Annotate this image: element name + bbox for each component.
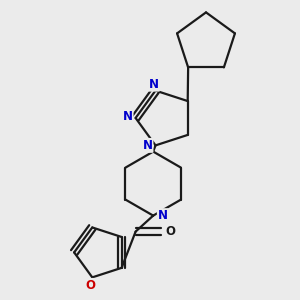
Text: N: N [142,139,152,152]
Text: N: N [123,110,133,123]
Text: N: N [158,209,168,222]
Text: O: O [165,225,175,238]
Text: N: N [149,78,159,91]
Text: O: O [86,279,96,292]
